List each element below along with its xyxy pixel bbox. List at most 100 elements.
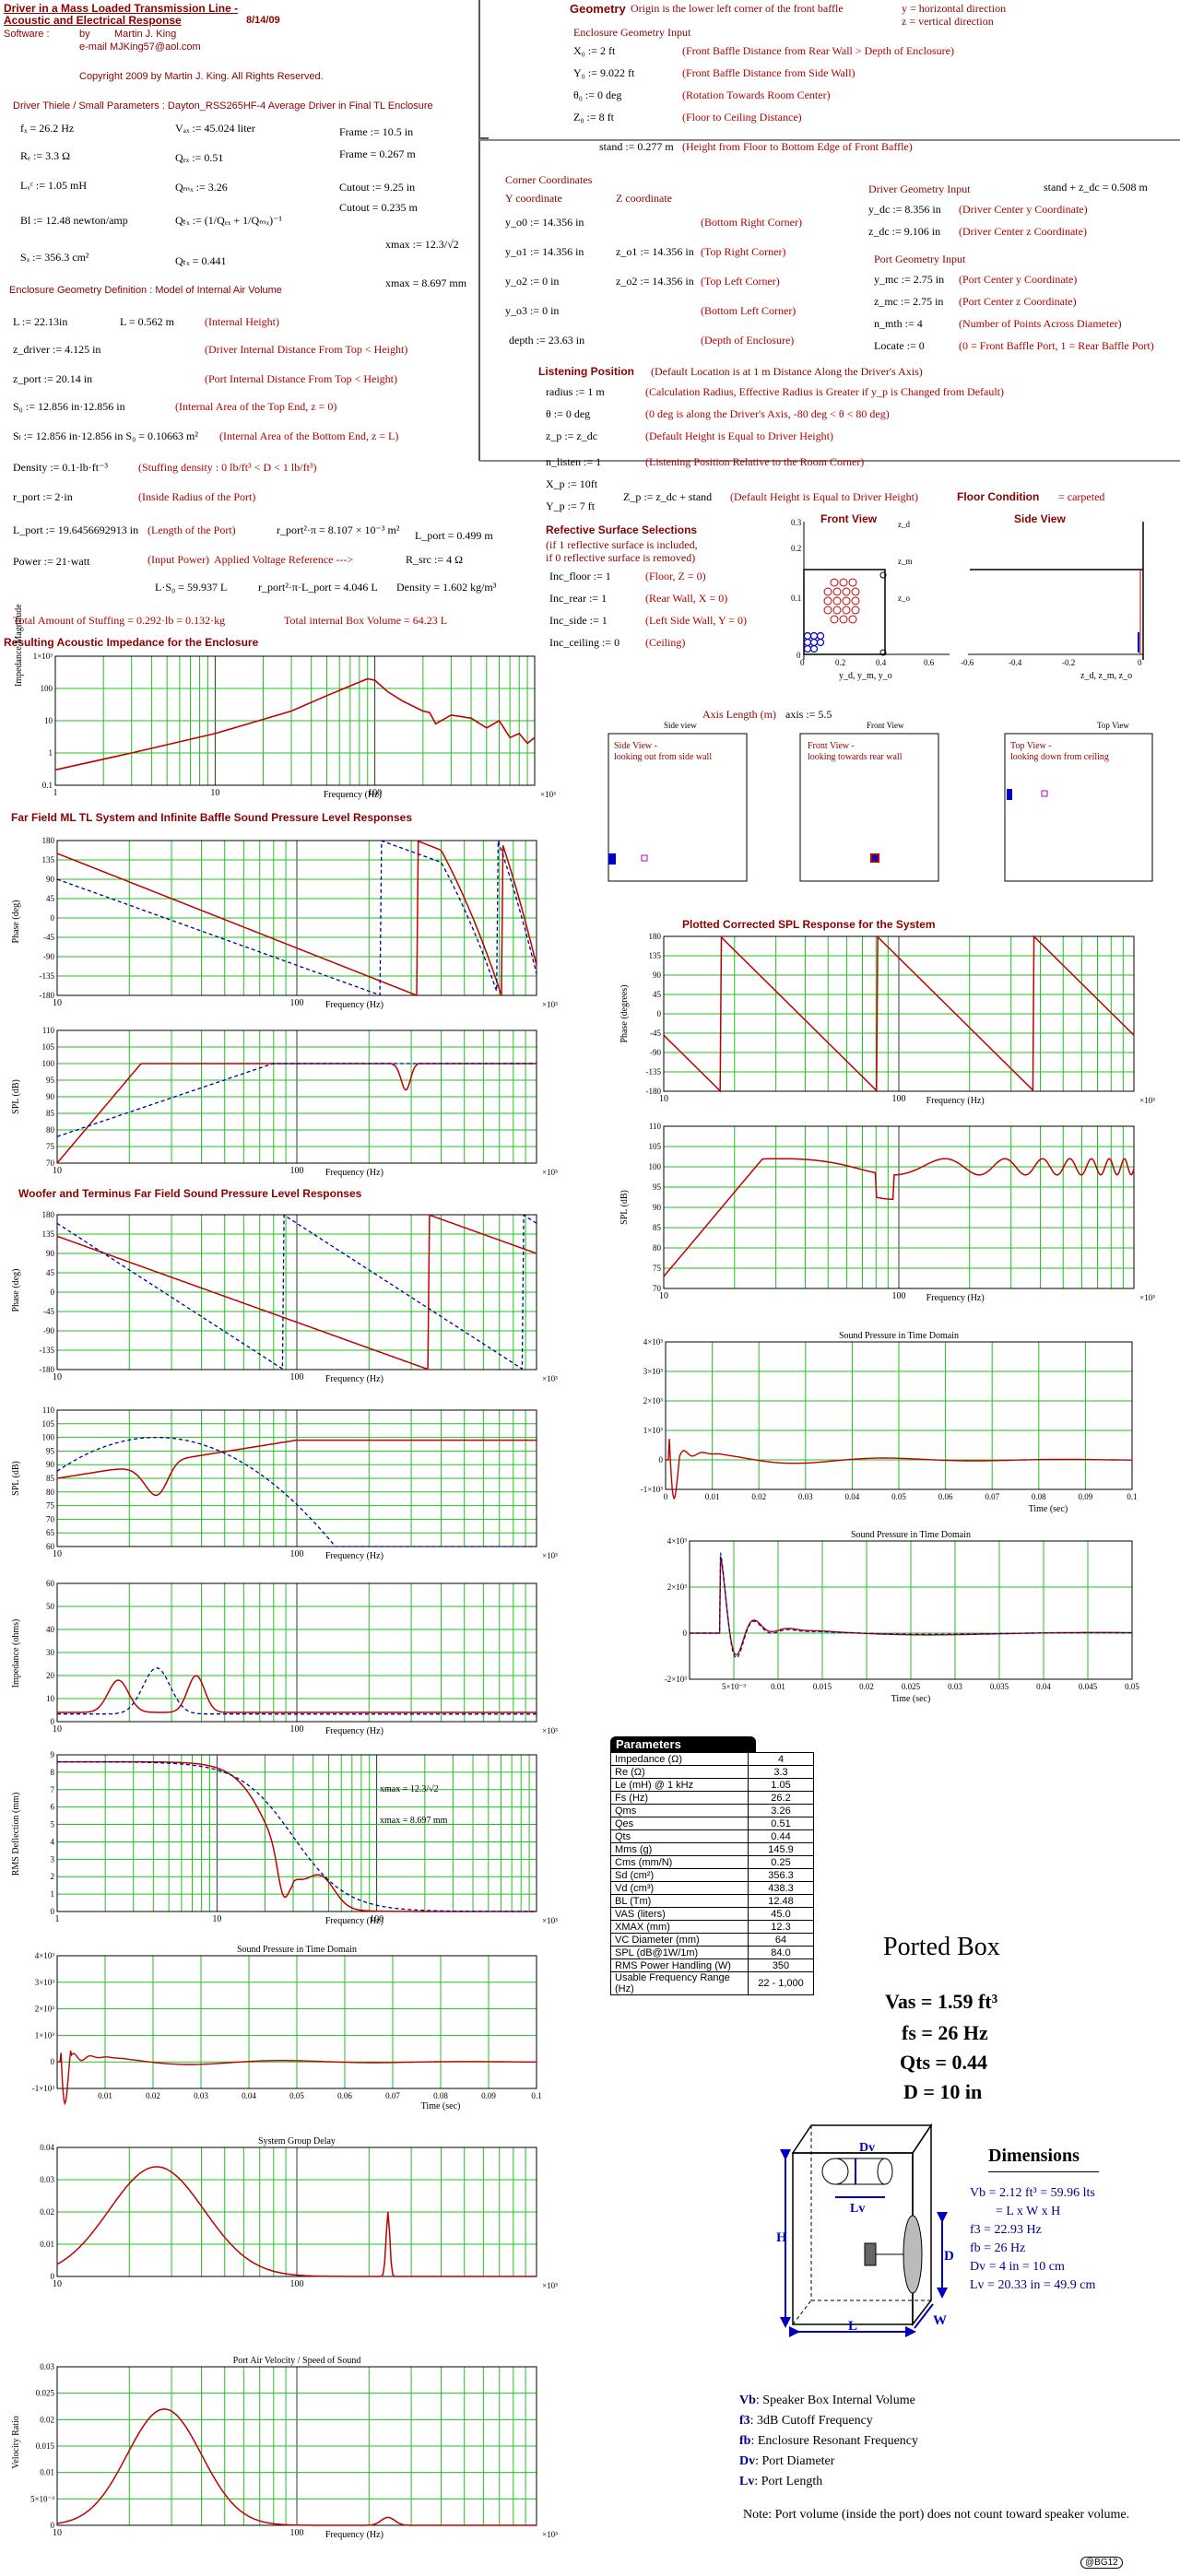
x-tick-label: 0.035 — [990, 1682, 1009, 1691]
y-tick-label: 100 — [41, 684, 53, 693]
param-value: 3.26 — [748, 1804, 814, 1817]
param-row: Re (Ω) 3.3 — [610, 1765, 814, 1779]
plot-frame — [663, 1125, 1135, 1289]
reflect-heading: Refective Surface Selections — [546, 523, 698, 536]
svg-text:y_d, y_m, y_o: y_d, y_m, y_o — [839, 671, 892, 681]
lis-nlisten-note: (Listening Position Relative to the Room… — [645, 455, 865, 468]
copyright: Copyright 2009 by Martin J. King. All Ri… — [79, 71, 324, 82]
impedance-ohms-curve — [57, 1675, 537, 1713]
param-row: Qts 0.44 — [610, 1829, 814, 1843]
plot-frame — [689, 1540, 1133, 1680]
y-tick-label: 90 — [46, 1092, 55, 1101]
y-tick-label: 70 — [46, 1514, 55, 1523]
rms-deflection-curve — [57, 1760, 537, 1912]
geo-theta0-note: (Rotation Towards Room Center) — [682, 88, 831, 101]
param-name: SPL (dB@1W/1m) — [610, 1946, 749, 1959]
y-tick-label: 0 — [51, 1907, 55, 1916]
y-tick-label: 1×10³ — [643, 1426, 664, 1435]
param-row: SPL (dB@1W/1m) 84.0 — [610, 1946, 814, 1959]
y-tick-label: 65 — [46, 1528, 55, 1537]
enc-rsrc: R_src := 4 Ω — [406, 553, 464, 566]
driver-qtd: Qₜₓ = 0.441 — [175, 254, 227, 267]
param-row: Usable Frequency Range (Hz) 22 - 1,000 — [610, 1971, 814, 1995]
geo-y0: Y₀ := 9.022 ft — [573, 66, 635, 79]
x-exp-label: ×10³ — [1139, 1293, 1155, 1302]
x-tick-label: 100 — [290, 1166, 304, 1176]
y-tick-label: 2 — [51, 1872, 55, 1881]
ported-qts: Qts = 0.44 — [900, 2051, 988, 2074]
y-tick-label: 0 — [659, 1455, 664, 1464]
y-tick-label: 90 — [653, 970, 662, 980]
xmax-value: xmax = 8.697 mm — [385, 276, 467, 289]
geometry-heading: Geometry — [570, 2, 626, 16]
doc-date: 8/14/09 — [246, 15, 280, 26]
dim-vb: Vb = 2.12 ft³ = 59.96 lts — [970, 2186, 1095, 2200]
room-views: Side view Side View - looking out from s… — [608, 721, 1153, 882]
by-label: by — [79, 29, 90, 40]
svg-text:Front View: Front View — [867, 721, 904, 730]
inc-side-note: (Left Side Wall, Y = 0) — [645, 614, 747, 627]
chart-title: Sound Pressure in Time Domain — [851, 1530, 971, 1540]
lis-theta: θ := 0 deg — [546, 407, 591, 420]
driver-qmd: Qₘₓ := 3.26 — [175, 181, 228, 194]
param-row: Mms (g) 145.9 — [610, 1842, 814, 1856]
chart-title: Port Air Velocity / Speed of Sound — [233, 2356, 361, 2366]
enc-s0-note: (Internal Area of the Top End, z = 0) — [175, 400, 337, 413]
side-view-title: Side View — [1014, 512, 1066, 525]
group-delay-curve — [56, 2166, 537, 2277]
y-tick-label: 90 — [46, 875, 55, 884]
geo-yo2-note: (Top Left Corner) — [701, 275, 780, 288]
x-axis-title: Time (sec) — [1029, 1504, 1068, 1514]
y-tick-label: 80 — [653, 1243, 662, 1253]
x-tick-label: 10 — [53, 1724, 62, 1735]
box-diagram: H L W D Dv Lv — [776, 2123, 954, 2337]
geo-yo1: y_o1 := 14.356 in — [505, 245, 584, 258]
y-tick-label: -45 — [650, 1029, 661, 1038]
param-value: 145.9 — [748, 1842, 814, 1856]
enc-rport-note: (Inside Radius of the Port) — [138, 490, 256, 503]
enc-lport: L_port := 19.6456692913 in — [13, 523, 139, 536]
inc-floor-note: (Floor, Z = 0) — [645, 570, 706, 582]
enc-zport-note: (Port Internal Distance From Top < Heigh… — [205, 372, 397, 385]
listening-heading: Listening Position — [538, 365, 634, 378]
enc-L-note: (Internal Height) — [205, 315, 279, 328]
chart-spl_system: 70 75 80 85 90 95 100 105 110 10 100 Frequency (Hz)… — [42, 1026, 559, 1178]
y-tick-label: 2×10³ — [667, 1582, 688, 1592]
svg-text:L: L — [848, 2319, 857, 2334]
x-tick-label: 0.08 — [1032, 1492, 1046, 1501]
param-name: Re (Ω) — [610, 1765, 749, 1779]
dim-fb: fb = 26 Hz — [970, 2241, 1026, 2255]
driver-vad: Vₐₓ := 45.024 liter — [175, 122, 255, 135]
room-top-view: Top View Top View - looking down from ce… — [1004, 721, 1153, 882]
y-tick-label: -135 — [646, 1067, 662, 1076]
geo-depth: depth := 23.63 in — [509, 334, 585, 347]
geo-z0: Z₀ := 8 ft — [573, 111, 614, 124]
geo-z0-note: (Floor to Ceiling Distance) — [682, 111, 802, 124]
param-value: 0.25 — [748, 1855, 814, 1869]
author-email[interactable]: e-mail MJKing57@aol.com — [79, 41, 201, 53]
geo-ydc: y_dc := 8.356 in — [868, 203, 941, 216]
enc-density: Density := 0.1·lb·ft⁻³ — [13, 461, 109, 474]
y-tick-label: 0 — [683, 1629, 688, 1638]
x-tick-label: 0.05 — [891, 1492, 906, 1501]
geo-stand: stand := 0.277 m — [599, 140, 674, 153]
chart-spl_woofer: 60 65 70 75 80 85 90 95 100 105 110 10 100 Frequency … — [42, 1406, 559, 1561]
param-row: Le (mH) @ 1 kHz 1.05 — [610, 1778, 814, 1792]
x-axis-title: Frequency (Hz) — [926, 1293, 985, 1303]
geo-zdc: z_dc := 9.106 in — [868, 225, 941, 238]
dimensions-underline — [988, 2171, 1099, 2172]
enc-power-note: (Input Power) — [148, 553, 209, 566]
ported-fs: fs = 26 Hz — [902, 2021, 988, 2044]
x-tick-label: 5×10⁻³ — [722, 1682, 746, 1691]
x-axis-title: Frequency (Hz) — [325, 1916, 384, 1926]
header-block: Driver in a Mass Loaded Transmission Lin… — [4, 2, 483, 85]
doc-title-line1: Driver in a Mass Loaded Transmission Lin… — [4, 2, 239, 15]
parameters-title: Parameters — [610, 1736, 756, 1752]
svg-text:Lv: Lv — [850, 2202, 865, 2216]
geo-yo2: y_o2 := 0 in — [505, 275, 560, 288]
x-tick-label: 10 — [53, 1166, 62, 1176]
geometry-ydir: y = horizontal direction — [902, 2, 1007, 15]
y-title-corrected-phase: Phase (degrees) — [620, 984, 630, 1042]
geo-ydc-note: (Driver Center y Coordinate) — [959, 203, 1088, 216]
